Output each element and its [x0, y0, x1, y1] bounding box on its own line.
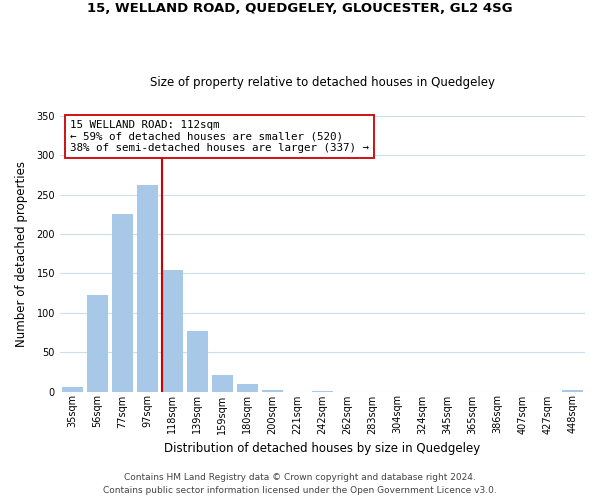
Y-axis label: Number of detached properties: Number of detached properties [15, 161, 28, 347]
Bar [262, 390, 283, 392]
Bar [87, 294, 108, 392]
Bar [312, 390, 333, 392]
Title: Size of property relative to detached houses in Quedgeley: Size of property relative to detached ho… [150, 76, 495, 88]
Bar [187, 331, 208, 392]
Bar [62, 387, 83, 392]
Text: 15, WELLAND ROAD, QUEDGELEY, GLOUCESTER, GL2 4SG: 15, WELLAND ROAD, QUEDGELEY, GLOUCESTER,… [87, 2, 513, 16]
Bar [112, 214, 133, 392]
Text: 15 WELLAND ROAD: 112sqm
← 59% of detached houses are smaller (520)
38% of semi-d: 15 WELLAND ROAD: 112sqm ← 59% of detache… [70, 120, 370, 154]
X-axis label: Distribution of detached houses by size in Quedgeley: Distribution of detached houses by size … [164, 442, 481, 455]
Text: Contains HM Land Registry data © Crown copyright and database right 2024.
Contai: Contains HM Land Registry data © Crown c… [103, 474, 497, 495]
Bar [162, 270, 183, 392]
Bar [212, 375, 233, 392]
Bar [562, 390, 583, 392]
Bar [137, 186, 158, 392]
Bar [237, 384, 258, 392]
